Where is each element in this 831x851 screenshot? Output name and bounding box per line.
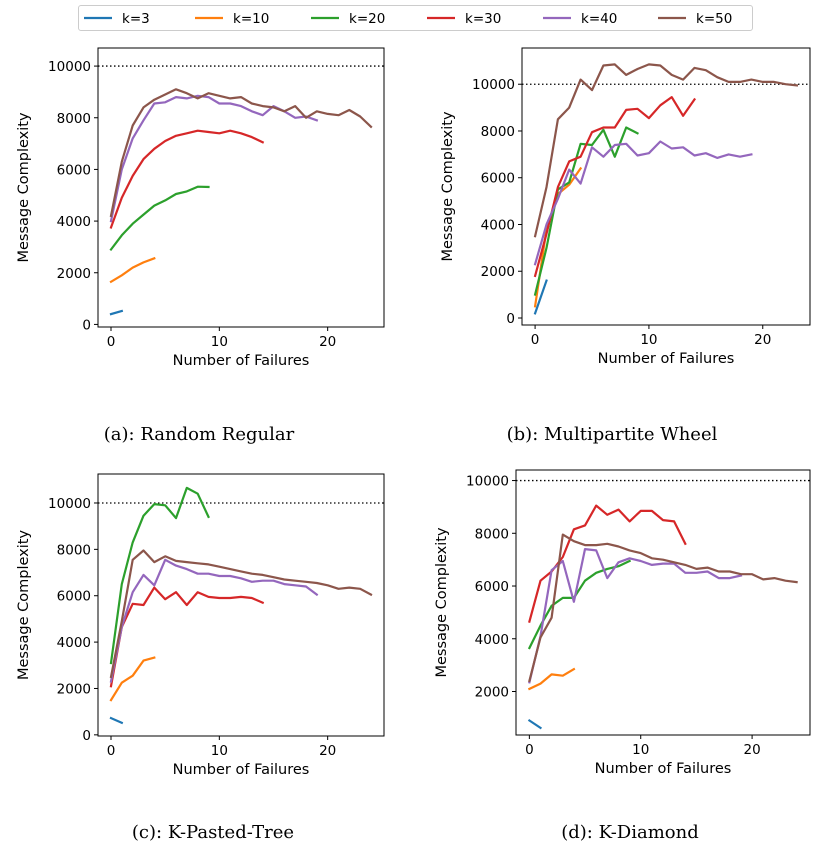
x-axis-label: Number of Failures [598,351,735,367]
series-line-k50 [528,533,798,683]
series-line-k3 [527,718,543,730]
series-line-k20 [533,126,639,296]
chart-panel-4: 0 10 20 2000 4000 6000 8000 10000 Number of Fail… [434,469,811,843]
y-tick-label: 0 [506,311,515,327]
y-tick-label: 8000 [481,124,515,140]
legend-entry-k3: k=3 [84,11,150,27]
legend-label: k=50 [696,11,732,27]
series-line-k3 [109,309,124,316]
x-tick-label: 10 [640,332,657,348]
x-axis-label: Number of Failures [173,353,310,369]
y-tick-label: 4000 [475,632,509,648]
axes-frame [97,47,385,328]
chart-panel-1: 0 10 20 0 2000 4000 6000 8000 10000 Number of Fai… [16,47,385,445]
x-tick-label: 20 [743,742,760,758]
y-axis-label: Message Complexity [16,112,32,262]
series-line-k3 [109,716,124,725]
series-line-k30 [109,129,265,229]
y-tick-label: 10000 [472,77,515,93]
y-tick-label: 8000 [475,526,509,542]
panel-caption: (b): Multipartite Wheel [507,424,718,445]
series-line-k10 [109,656,156,702]
series-line-k10 [527,667,576,691]
y-tick-label: 6000 [57,162,91,178]
y-axis-label: Message Complexity [434,527,450,677]
x-tick-label: 10 [211,743,228,759]
panel-caption: (a): Random Regular [104,424,295,445]
series-line-k10 [109,256,156,284]
series-line-k40 [109,558,319,683]
panel-caption: (c): K-Pasted-Tree [132,822,294,843]
series-line-k30 [533,95,697,278]
y-tick-label: 10000 [48,496,91,512]
x-axis-label: Number of Failures [595,761,732,777]
y-tick-label: 8000 [57,111,91,127]
legend-label: k=30 [465,11,501,27]
x-tick-label: 10 [632,742,649,758]
y-tick-label: 2000 [57,266,91,282]
chart-panel-3: 0 10 20 0 2000 4000 6000 8000 10000 Number of Fai… [16,473,385,843]
y-tick-label: 6000 [57,589,91,605]
y-tick-label: 10000 [48,59,91,75]
x-tick-label: 20 [319,743,336,759]
legend-label: k=20 [349,11,385,27]
legend-entry-k40: k=40 [543,11,617,27]
series-line-k20 [527,559,632,650]
y-axis-label: Message Complexity [440,111,456,261]
y-tick-label: 0 [82,728,91,744]
y-tick-label: 0 [82,317,91,333]
axes-frame [515,469,811,736]
y-tick-label: 4000 [57,214,91,230]
series-line-k40 [533,140,753,266]
legend-label: k=3 [122,11,150,27]
series-line-k40 [109,94,319,223]
legend-entry-k30: k=30 [427,11,501,27]
y-tick-label: 6000 [475,579,509,595]
x-tick-label: 0 [531,332,540,348]
series-line-k3 [533,279,548,315]
chart-panel-2: 0 10 20 0 2000 4000 6000 8000 10000 Number of Fai… [440,47,811,445]
x-tick-label: 0 [525,742,534,758]
panel-caption: (d): K-Diamond [561,822,699,843]
y-tick-label: 2000 [475,684,509,700]
x-tick-label: 0 [107,743,116,759]
x-tick-label: 20 [319,334,336,350]
x-tick-label: 0 [107,334,116,350]
y-tick-label: 2000 [57,681,91,697]
y-tick-label: 10000 [466,474,509,490]
x-tick-label: 10 [211,334,228,350]
y-tick-label: 4000 [481,217,515,233]
legend-entry-k50: k=50 [658,11,732,27]
series-line-k20 [109,185,210,252]
y-axis-label: Message Complexity [16,530,32,680]
x-tick-label: 20 [754,332,771,348]
series-line-k50 [533,63,799,238]
y-tick-label: 4000 [57,635,91,651]
legend-entry-k10: k=10 [195,11,269,27]
legend-label: k=40 [581,11,617,27]
series-line-k50 [109,549,373,679]
legend [78,5,753,31]
x-axis-label: Number of Failures [173,762,310,778]
series-line-k20 [109,486,210,665]
legend-entry-k20: k=20 [311,11,385,27]
y-tick-label: 2000 [481,264,515,280]
y-tick-label: 8000 [57,542,91,558]
series-line-k30 [109,586,265,688]
series-line-k40 [528,547,743,684]
series-line-k50 [109,88,373,218]
axes-frame [97,473,385,737]
legend-label: k=10 [233,11,269,27]
y-tick-label: 6000 [481,171,515,187]
axes-frame [521,47,811,326]
